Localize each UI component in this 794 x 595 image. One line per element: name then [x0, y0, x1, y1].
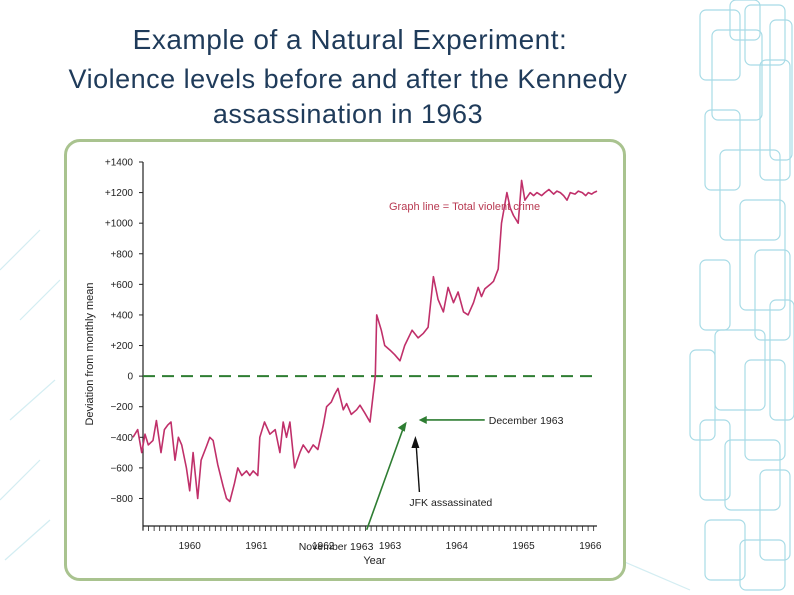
- slide-title-line-1: Example of a Natural Experiment:: [132, 24, 568, 55]
- y-axis-title: Deviation from monthly mean: [84, 282, 96, 425]
- violent-crime-series-line: [132, 179, 598, 503]
- y-tick-label: −200: [110, 402, 133, 413]
- deco-shape: [0, 229, 41, 271]
- deco-shape: [714, 329, 766, 411]
- november-arrowhead: [397, 421, 407, 432]
- slide-title-line-3: assassination in 1963: [212, 99, 484, 129]
- x-tick-label: 1962: [312, 541, 335, 552]
- deco-shape: [699, 9, 741, 81]
- x-tick-label: 1966: [579, 541, 602, 552]
- deco-shape: [689, 349, 716, 441]
- deco-shape: [744, 359, 786, 461]
- chart-frame: +1400 +1200 +1000 +800 +600 +400 +200 0 −200 −400…: [64, 139, 626, 581]
- deco-shape: [729, 0, 761, 41]
- deco-shape: [759, 469, 791, 561]
- y-tick-label: +600: [110, 280, 133, 291]
- y-tick-label: −600: [110, 463, 133, 474]
- deco-shape: [759, 59, 791, 181]
- x-tick-label: 1964: [446, 541, 469, 552]
- deco-shape: [739, 199, 786, 311]
- y-tick-label: +1000: [105, 219, 134, 230]
- deco-shape: [704, 519, 746, 581]
- x-tick-label: 1965: [512, 541, 535, 552]
- y-tick-label: +800: [110, 249, 133, 260]
- crime-line-chart: +1400 +1200 +1000 +800 +600 +400 +200 0 −200 −400…: [84, 158, 602, 568]
- november-1963-label: November 1963: [299, 541, 374, 553]
- deco-shape: [619, 559, 691, 591]
- x-tick-label: 1963: [379, 541, 402, 552]
- y-tick-label: +1400: [105, 158, 134, 169]
- deco-shape: [719, 149, 781, 241]
- y-tick-label: +400: [110, 310, 133, 321]
- deco-shape: [744, 4, 786, 66]
- legend-label: Graph line = Total violent crime: [389, 201, 540, 213]
- y-tick-label: −800: [110, 494, 133, 505]
- deco-shape: [769, 299, 794, 421]
- deco-shape: [9, 379, 56, 421]
- y-tick-label: 0: [127, 372, 133, 383]
- deco-shape: [0, 459, 41, 501]
- december-1963-label: December 1963: [489, 415, 564, 427]
- jfk-arrowhead: [411, 436, 420, 448]
- y-tick-label: +1200: [105, 188, 134, 199]
- x-axis-title: Year: [363, 555, 386, 567]
- slide-title-line-2: Violence levels before and after the Ken…: [68, 64, 628, 94]
- deco-shape: [19, 279, 61, 321]
- jfk-assassinated-label: JFK assassinated: [409, 497, 492, 509]
- deco-shape: [711, 29, 763, 121]
- y-tick-label: −400: [110, 433, 133, 444]
- deco-shape: [769, 19, 793, 161]
- jfk-arrow: [415, 447, 421, 493]
- deco-shape: [739, 539, 786, 591]
- november-arrow: [365, 429, 404, 531]
- december-arrowhead: [418, 415, 427, 424]
- deco-shape: [4, 519, 51, 561]
- y-tick-label: +200: [110, 341, 133, 352]
- x-tick-label: 1961: [245, 541, 268, 552]
- deco-shape: [724, 439, 781, 511]
- deco-shape: [754, 249, 791, 341]
- deco-shape: [699, 259, 731, 331]
- x-tick-label: 1960: [179, 541, 202, 552]
